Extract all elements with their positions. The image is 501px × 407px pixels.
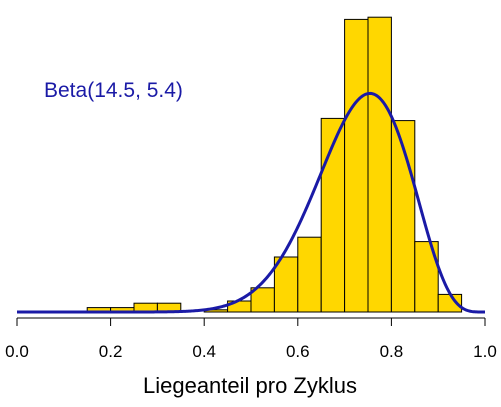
x-tick-label: 1.0 [473, 342, 497, 361]
x-tick-label: 0.8 [380, 342, 404, 361]
x-axis-ticks: 0.0 0.2 0.4 0.6 0.8 1.0 [5, 318, 497, 361]
x-tick-label: 0.2 [99, 342, 123, 361]
histogram-bar [297, 236, 322, 313]
histogram-bar [414, 241, 439, 313]
x-tick-label: 0.0 [5, 342, 29, 361]
histogram-bar [344, 18, 369, 313]
histogram-bar [367, 16, 392, 313]
beta-density-curve [17, 91, 485, 314]
x-axis-title: Liegeanteil pro Zyklus [143, 373, 357, 398]
x-tick-label: 0.4 [192, 342, 216, 361]
x-tick-label: 0.6 [286, 342, 310, 361]
distribution-annotation: Beta(14.5, 5.4) [44, 79, 183, 102]
